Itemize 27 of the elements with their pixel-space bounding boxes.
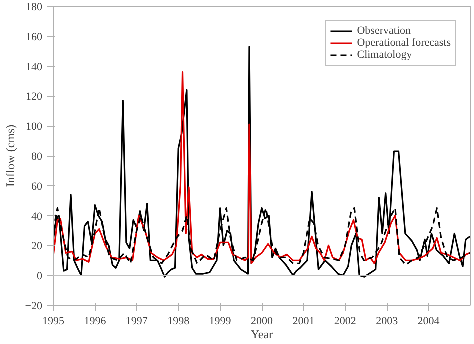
y-tick-label: 160 — [26, 31, 43, 44]
y-tick-label: 140 — [26, 61, 43, 74]
y-tick-label: 80 — [32, 151, 43, 163]
y-tick-label: 100 — [26, 121, 43, 134]
x-tick-label: 2000 — [251, 316, 274, 328]
y-axis-title: Inflow (cms) — [3, 124, 18, 188]
legend-label: Climatology — [357, 49, 412, 61]
x-tick-label: 1997 — [126, 316, 148, 328]
y-tick-label: 180 — [26, 2, 43, 14]
x-tick-label: 2001 — [292, 316, 315, 328]
y-tick-label: 20 — [32, 240, 43, 253]
y-tick-label: 40 — [32, 210, 43, 223]
x-tick-label: 1998 — [168, 316, 190, 328]
y-tick-label: 0 — [37, 270, 43, 283]
legend-label: Operational forecasts — [357, 37, 451, 49]
x-tick-label: 1999 — [209, 316, 232, 328]
x-tick-label: 2004 — [418, 316, 440, 328]
x-tick-label: 1995 — [42, 316, 65, 328]
y-tick-label: 120 — [26, 91, 43, 104]
x-axis-title: Year — [250, 328, 274, 342]
y-tick-label: −20 — [25, 300, 43, 312]
legend-label: Observation — [357, 25, 411, 37]
x-tick-label: 2002 — [334, 316, 356, 328]
x-tick-label: 2003 — [376, 316, 399, 328]
x-tick-label: 1996 — [84, 316, 107, 328]
line-series — [54, 71, 470, 264]
y-tick-label: 60 — [32, 180, 43, 193]
